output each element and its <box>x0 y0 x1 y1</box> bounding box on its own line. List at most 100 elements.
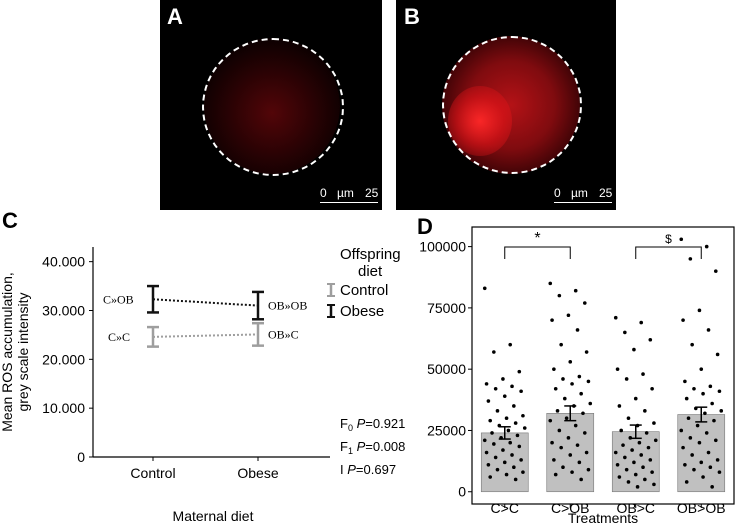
d-point <box>564 416 569 421</box>
d-point <box>635 485 640 489</box>
d-point <box>522 426 527 430</box>
d-x-tick-label: C>OB <box>551 500 590 516</box>
micrograph-b: 0 µm 25 <box>396 0 616 210</box>
d-point <box>584 350 589 354</box>
c-stat-line: F1 P=0.008 <box>340 439 405 456</box>
d-point <box>488 418 493 423</box>
c-y-tick-label: 20.000 <box>42 351 85 367</box>
c-legend-label: Obese <box>340 303 384 320</box>
d-point <box>557 428 562 433</box>
d-point <box>701 475 705 479</box>
d-point <box>510 453 514 457</box>
d-point <box>561 465 565 470</box>
d-point <box>704 431 709 435</box>
d-point <box>692 386 696 391</box>
panel-c-letter: C <box>2 208 18 233</box>
c-series-line <box>152 333 259 338</box>
d-point <box>482 438 487 443</box>
d-point <box>692 467 696 472</box>
d-point <box>641 465 645 470</box>
c-y-title-line-2: grey scale intensity <box>15 292 31 411</box>
d-point <box>646 445 651 450</box>
c-y-title-line-1: Mean ROS accumulation, <box>0 272 15 432</box>
d-point <box>708 384 713 389</box>
d-significance-label: $ <box>665 232 672 246</box>
d-point <box>681 445 685 450</box>
d-point <box>624 377 629 381</box>
d-point <box>492 350 496 354</box>
d-point <box>624 467 629 472</box>
d-point <box>648 337 653 342</box>
d-point <box>553 386 558 391</box>
d-point <box>582 431 587 435</box>
d-point <box>679 428 684 433</box>
d-point <box>581 411 585 416</box>
d-point <box>519 458 523 462</box>
d-point <box>559 445 563 450</box>
d-point <box>506 428 511 433</box>
d-point <box>486 462 491 467</box>
d-point <box>508 440 513 445</box>
d-point <box>701 391 705 396</box>
d-point <box>626 416 631 421</box>
d-y-tick-label: 75000 <box>427 300 466 316</box>
d-point <box>588 401 593 406</box>
d-point <box>570 470 574 474</box>
d-error-bars-group <box>498 405 708 440</box>
d-point <box>699 460 704 465</box>
d-point <box>688 257 693 261</box>
scale-max-a: 25 <box>365 186 379 200</box>
c-y-tick-label: 30.000 <box>42 302 85 318</box>
d-point <box>713 438 718 443</box>
d-x-tick-label: C>C <box>491 500 519 516</box>
d-significance-label: * <box>534 230 540 247</box>
d-point <box>688 436 693 440</box>
d-point <box>502 460 507 465</box>
scale-bar-b <box>554 202 612 203</box>
d-point <box>626 480 631 484</box>
d-plot-frame <box>471 226 735 505</box>
scale-max-b: 25 <box>599 186 613 200</box>
d-point <box>639 453 644 457</box>
d-point <box>513 421 518 425</box>
d-point <box>502 394 507 398</box>
d-point <box>703 411 707 416</box>
d-point <box>512 404 516 408</box>
c-y-tick-label: 40.000 <box>42 254 85 270</box>
d-point <box>683 462 687 467</box>
d-point <box>519 389 523 394</box>
cell-outline-b <box>442 36 582 174</box>
d-point <box>562 396 567 401</box>
d-y-tick-label: 50000 <box>427 361 466 377</box>
d-point <box>621 443 625 447</box>
scale-unit-a: µm <box>337 186 354 200</box>
d-point <box>568 360 573 364</box>
d-point <box>501 377 505 381</box>
d-point <box>548 281 553 286</box>
d-point <box>582 301 587 305</box>
d-point <box>577 460 582 465</box>
d-point <box>495 467 500 472</box>
d-point <box>557 293 562 298</box>
d-point <box>695 423 700 428</box>
d-point <box>573 288 578 293</box>
d-point <box>493 455 498 460</box>
c-point-label: C»OB <box>103 292 134 306</box>
d-point <box>643 477 647 482</box>
micrograph-a: 0 µm 25 <box>160 0 382 210</box>
panel-c-chart: Mean ROS accumulation, grey scale intensi… <box>0 246 405 524</box>
d-point <box>613 450 618 455</box>
d-point <box>513 477 518 482</box>
c-stat-line: F0 P=0.921 <box>340 416 405 433</box>
d-point <box>639 320 644 325</box>
d-point <box>633 472 638 477</box>
d-point <box>586 467 591 472</box>
d-point <box>710 485 714 489</box>
d-significance-brackets: * $ <box>504 230 702 259</box>
c-point-label: C»C <box>108 330 130 344</box>
d-point <box>617 475 622 479</box>
d-point <box>504 416 509 421</box>
d-point <box>561 377 565 381</box>
d-y-tick-label: 0 <box>458 484 466 500</box>
d-point <box>710 401 714 406</box>
